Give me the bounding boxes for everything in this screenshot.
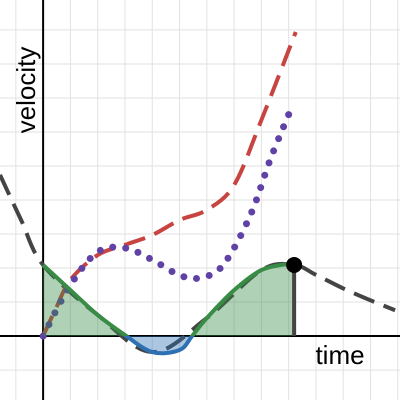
marker-point xyxy=(286,256,303,273)
curve xyxy=(41,31,298,337)
curve xyxy=(39,108,294,340)
x-axis-label: time xyxy=(315,340,364,370)
plot xyxy=(0,31,396,356)
y-axis-label: velocity xyxy=(11,47,41,134)
curve xyxy=(0,173,396,355)
area-positive xyxy=(43,263,295,337)
area-negative xyxy=(126,336,193,354)
curve-positive xyxy=(41,261,296,337)
curve-negative xyxy=(122,336,195,356)
